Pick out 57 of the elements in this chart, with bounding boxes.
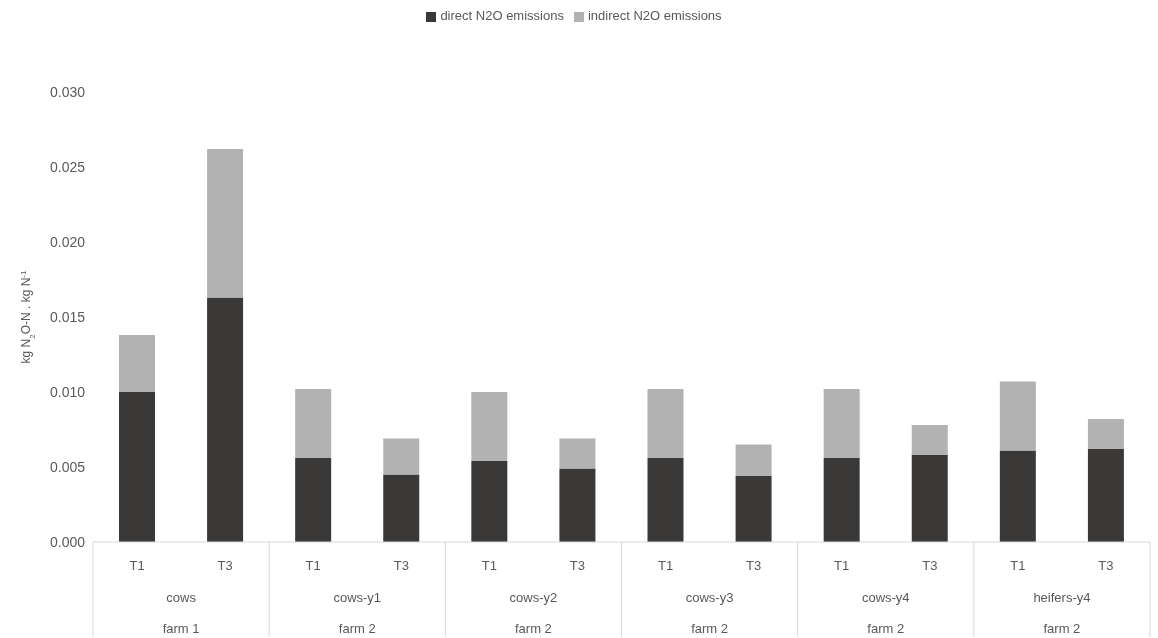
text: farm 2	[1043, 621, 1081, 636]
bar	[471, 392, 508, 461]
x-tick-label: T3	[569, 558, 586, 573]
x-tick-label: T1	[129, 558, 145, 573]
bar	[559, 438, 596, 469]
bar	[735, 444, 772, 476]
legend-label: direct N2O emissions	[440, 8, 564, 23]
bar	[999, 450, 1036, 542]
text: heifers-y4	[1033, 590, 1091, 605]
bar	[559, 468, 596, 542]
bar	[823, 389, 860, 458]
y-tick-label: 0.005	[49, 458, 86, 475]
x-tick-label: T3	[393, 558, 409, 573]
x-tick-label: T3	[922, 558, 938, 573]
bar	[295, 458, 332, 542]
bar	[1087, 449, 1124, 542]
y-tick-label: 0.020	[49, 233, 86, 250]
bar	[119, 392, 155, 542]
y-tick-label: 0.025	[49, 158, 86, 175]
x-tick-label: T1	[305, 558, 321, 573]
bar	[383, 438, 420, 475]
text: farm 2	[338, 621, 376, 636]
x-tick-label: T3	[746, 558, 762, 573]
x-tick-label: T1	[657, 558, 674, 573]
y-tick-label: 0.000	[49, 533, 86, 550]
text: cows-y3	[685, 590, 734, 605]
y-tick-label: 0.010	[49, 383, 86, 400]
text: cows-y2	[509, 590, 558, 605]
text: farm 2	[514, 621, 552, 636]
x-tick-label: T1	[1010, 558, 1026, 573]
bar	[207, 149, 244, 298]
bar	[823, 458, 860, 542]
bar	[999, 381, 1036, 451]
y-tick-label: 0.030	[49, 83, 86, 100]
text: farm 2	[867, 621, 905, 636]
bar	[735, 476, 772, 542]
bar	[647, 458, 684, 542]
text: cows	[166, 590, 197, 605]
text: cows-y4	[861, 590, 910, 605]
x-tick-label: T3	[217, 558, 233, 573]
legend-label: indirect N2O emissions	[587, 8, 722, 23]
bar	[119, 335, 155, 392]
bar	[1087, 419, 1124, 449]
bar	[647, 389, 684, 458]
text: cows-y1	[333, 590, 382, 605]
x-tick-label: T1	[481, 558, 497, 573]
bar	[207, 297, 244, 542]
x-tick-label: T1	[834, 558, 850, 573]
text: farm 1	[162, 621, 200, 636]
y-tick-label: 0.015	[49, 308, 86, 325]
text: farm 2	[691, 621, 729, 636]
bar	[295, 389, 332, 458]
bar	[911, 425, 948, 455]
bar	[911, 455, 948, 542]
bar	[471, 461, 508, 542]
bar	[383, 474, 420, 542]
x-tick-label: T3	[1098, 558, 1114, 573]
